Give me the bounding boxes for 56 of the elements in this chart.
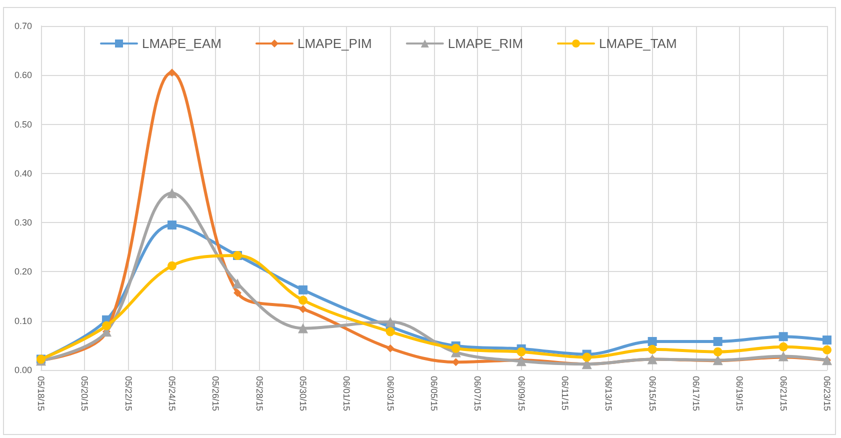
x-tick-label: 05/22/15 xyxy=(123,376,134,412)
point xyxy=(386,344,394,352)
x-tick-label: 05/28/15 xyxy=(254,376,264,412)
y-tick-label: 0.60 xyxy=(14,70,32,80)
y-tick-label: 0.40 xyxy=(14,168,32,178)
legend-label: LMAPE_RIM xyxy=(448,36,524,51)
x-tick-label: 06/13/15 xyxy=(604,376,614,412)
legend-label: LMAPE_PIM xyxy=(297,36,372,51)
point xyxy=(516,347,526,356)
point xyxy=(168,68,176,77)
x-tick-label: 05/24/15 xyxy=(167,376,177,412)
y-tick-label: 0.50 xyxy=(14,119,32,130)
point xyxy=(298,323,308,334)
point xyxy=(648,336,657,346)
x-tick-label: 05/20/15 xyxy=(80,376,90,412)
x-tick-label: 05/30/15 xyxy=(298,376,308,412)
point xyxy=(298,296,308,305)
x-tick-label: 06/11/15 xyxy=(560,376,570,410)
point xyxy=(713,347,722,356)
point xyxy=(778,332,788,342)
x-tick-label: 06/03/15 xyxy=(385,376,396,412)
point xyxy=(168,261,176,270)
point xyxy=(385,316,396,327)
x-tick-label: 05/18/15 xyxy=(36,376,46,412)
point xyxy=(298,285,308,294)
point xyxy=(582,352,592,362)
x-tick-label: 06/05/15 xyxy=(429,376,439,412)
point xyxy=(648,344,657,354)
point xyxy=(822,336,832,345)
x-tick-label: 06/01/15 xyxy=(342,376,352,412)
point xyxy=(451,344,460,353)
point xyxy=(299,305,307,314)
y-tick-label: 0.00 xyxy=(14,365,32,375)
x-tick-label: 05/26/15 xyxy=(210,376,221,412)
point xyxy=(232,278,242,289)
x-tick-label: 06/17/15 xyxy=(691,376,701,412)
legend-label: LMAPE_TAM xyxy=(599,36,677,51)
y-tick-label: 0.70 xyxy=(14,21,32,31)
y-tick-label: 0.20 xyxy=(14,266,32,277)
point xyxy=(168,220,176,230)
point xyxy=(234,288,242,297)
x-tick-label: 06/09/15 xyxy=(516,376,526,412)
legend-label: LMAPE_EAM xyxy=(142,36,222,51)
x-tick-label: 06/23/15 xyxy=(822,376,832,412)
point xyxy=(713,336,722,346)
y-tick-label: 0.30 xyxy=(14,218,32,228)
point xyxy=(778,342,788,352)
x-tick-label: 06/21/15 xyxy=(778,376,788,412)
point xyxy=(167,188,177,198)
point xyxy=(386,327,395,336)
point xyxy=(822,345,832,354)
y-tick-label: 0.10 xyxy=(14,316,32,326)
x-tick-label: 06/07/15 xyxy=(472,376,483,412)
point xyxy=(102,321,111,330)
x-tick-label: 06/19/15 xyxy=(734,376,745,412)
x-tick-label: 06/15/15 xyxy=(647,376,658,412)
